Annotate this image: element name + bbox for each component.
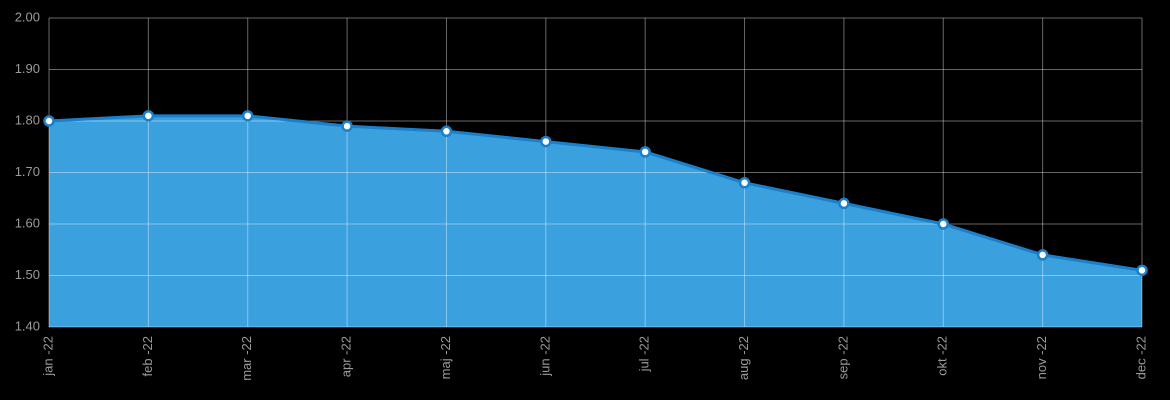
area	[49, 115, 1142, 327]
point	[1036, 249, 1049, 261]
x-tick-label: mar -22	[239, 336, 254, 381]
point	[241, 110, 254, 122]
x-tick-label: dec -22	[1133, 336, 1148, 379]
point	[540, 135, 552, 148]
x-tick-label: okt -22	[935, 336, 950, 376]
point	[341, 120, 353, 132]
x-tick-label: aug -22	[736, 336, 751, 380]
point	[43, 115, 55, 127]
y-tick-label: 1.60	[15, 215, 40, 230]
point	[838, 197, 850, 210]
x-tick-label: feb -22	[140, 336, 155, 376]
point	[440, 125, 453, 138]
point	[937, 218, 950, 230]
point	[639, 146, 651, 158]
x-tick-label: jun -22	[537, 336, 552, 377]
point	[142, 110, 155, 122]
x-tick-label: sep -22	[835, 336, 850, 379]
line	[48, 114, 1143, 272]
x-tick-label: maj -22	[438, 336, 453, 379]
y-tick-label: 1.70	[15, 164, 40, 179]
x-tick-label: jul -22	[637, 336, 652, 372]
x-tick-label: nov -22	[1034, 336, 1049, 379]
y-tick-label: 1.90	[15, 61, 40, 76]
point	[738, 177, 751, 189]
y-tick-label: 1.80	[15, 112, 40, 127]
y-tick-label: 2.00	[15, 9, 40, 24]
point	[1136, 264, 1148, 277]
y-tick-label: 1.50	[15, 267, 40, 282]
x-tick-label: apr -22	[339, 336, 354, 377]
y-tick-label: 1.40	[15, 318, 40, 333]
x-tick-label: jan -22	[40, 336, 55, 377]
